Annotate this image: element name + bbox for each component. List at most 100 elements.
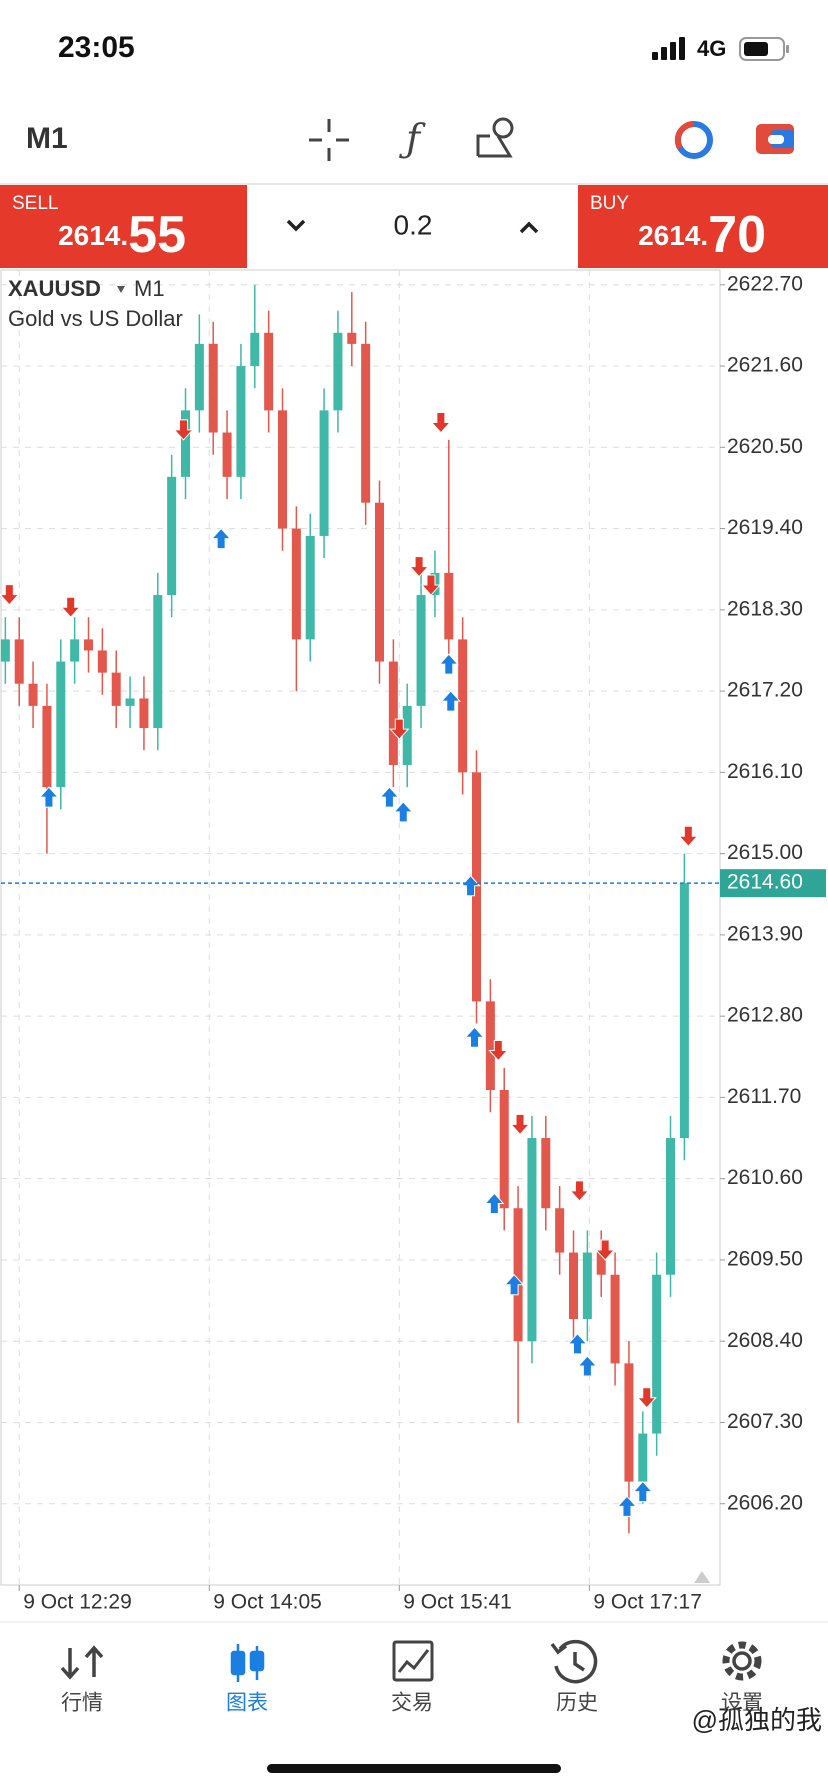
buy-marker — [440, 690, 461, 712]
trade-signals-button[interactable] — [674, 120, 713, 159]
one-click-button[interactable] — [756, 124, 794, 154]
plot-area — [0, 269, 721, 1586]
scroll-marker — [694, 1571, 710, 1583]
y-tick-label: 2622.70 — [727, 272, 803, 295]
symbol-dropdown[interactable] — [117, 286, 125, 293]
volume-increase[interactable] — [519, 221, 539, 234]
candle-body — [125, 698, 135, 706]
buy-marker — [567, 1333, 588, 1355]
x-tick-label: 9 Oct 15:41 — [403, 1591, 512, 1614]
candle-body — [485, 1001, 495, 1091]
nav-label[interactable]: 设置 — [721, 1692, 763, 1715]
period-button[interactable]: M1 — [26, 122, 68, 155]
nav-label[interactable]: 交易 — [391, 1692, 433, 1715]
candle-body — [527, 1138, 537, 1342]
volume-decrease[interactable] — [286, 219, 306, 232]
candle-body — [499, 1090, 509, 1209]
candle-body — [361, 343, 371, 503]
buy-marker — [211, 527, 232, 550]
candle-body — [14, 639, 24, 684]
candle-body — [111, 672, 121, 706]
candle-body — [513, 1208, 523, 1342]
sell-marker — [389, 718, 410, 740]
sell-marker — [595, 1239, 616, 1261]
candle-body — [264, 332, 274, 411]
candle-body — [624, 1363, 634, 1482]
buy-price: 2614.70 — [638, 206, 766, 264]
network-type: 4G — [697, 36, 726, 61]
y-tick-label: 2620.50 — [727, 435, 803, 458]
buy-marker — [484, 1192, 505, 1214]
y-tick-label: 2609.50 — [727, 1247, 803, 1270]
sell-price-head: 2614. — [58, 220, 128, 251]
candle-body — [181, 410, 191, 477]
sell-button[interactable] — [0, 185, 247, 268]
candle-body — [208, 343, 218, 433]
candle-body — [375, 502, 385, 662]
nav-tab[interactable] — [167, 1625, 327, 1725]
chart-icon — [230, 1644, 265, 1682]
nav-tab[interactable] — [497, 1625, 657, 1725]
sell-marker — [408, 556, 430, 578]
candle-body — [444, 572, 454, 640]
buy-marker — [464, 1026, 485, 1048]
buy-marker — [577, 1355, 598, 1377]
candle-body — [70, 639, 80, 662]
chart: 2622.70 2621.60 2620.50 2619.40 2618.30 2617.… — [0, 269, 826, 1614]
candle-body — [569, 1252, 579, 1320]
candle-body — [347, 332, 357, 344]
watermark: @孤独的我 — [692, 1705, 822, 1735]
home-indicator — [267, 1764, 561, 1773]
candle-body — [153, 595, 163, 729]
candle-body — [596, 1252, 606, 1275]
sell-marker — [173, 419, 194, 441]
y-tick-label: 2613.90 — [727, 922, 803, 945]
quotes-icon — [60, 1645, 104, 1680]
nav-tab[interactable] — [662, 1625, 822, 1725]
candle-body — [97, 650, 107, 673]
nav-tab[interactable] — [332, 1625, 492, 1725]
history-icon — [550, 1639, 598, 1684]
candle-body — [679, 883, 689, 1139]
buy-marker — [393, 801, 414, 823]
objects-button[interactable] — [476, 117, 514, 158]
candle-body — [555, 1208, 565, 1253]
buy-marker — [38, 786, 60, 808]
y-tick-label: 2617.20 — [727, 679, 803, 702]
nav-label[interactable]: 图表 — [226, 1692, 268, 1715]
current-price-label: 2614.60 — [727, 871, 803, 894]
settings-icon — [722, 1641, 762, 1681]
volume[interactable]: 0.2 — [394, 209, 433, 240]
buy-marker — [632, 1480, 653, 1503]
candle-body — [652, 1274, 662, 1434]
battery-icon — [739, 37, 789, 61]
sell-label: SELL — [12, 193, 58, 214]
toolbar — [0, 92, 828, 184]
y-tick-label: 2607.30 — [727, 1410, 803, 1433]
buy-marker — [460, 875, 481, 897]
buy-marker — [438, 653, 459, 675]
candle-body — [250, 332, 260, 367]
candle-body — [236, 366, 246, 477]
candle-body — [291, 528, 301, 640]
buy-button[interactable] — [578, 185, 828, 268]
y-tick-label: 2619.40 — [727, 516, 803, 539]
candle-body — [388, 661, 398, 765]
crosshair-button[interactable] — [309, 119, 349, 161]
candle-body — [83, 639, 93, 651]
buy-marker — [503, 1273, 525, 1296]
chart-period: M1 — [134, 276, 165, 301]
sell-marker — [636, 1387, 657, 1409]
y-tick-label: 2621.60 — [727, 354, 803, 377]
signal-icon — [652, 37, 685, 60]
candle-body — [416, 595, 426, 706]
nav-label[interactable]: 行情 — [61, 1692, 103, 1715]
nav-tab[interactable] — [2, 1625, 162, 1725]
y-tick-label: 2611.70 — [727, 1085, 801, 1108]
candle-body — [402, 705, 412, 765]
candle-body — [582, 1252, 592, 1320]
symbol[interactable]: XAUUSD — [8, 276, 101, 301]
nav-label[interactable]: 历史 — [556, 1692, 598, 1715]
candle-body — [638, 1433, 648, 1482]
